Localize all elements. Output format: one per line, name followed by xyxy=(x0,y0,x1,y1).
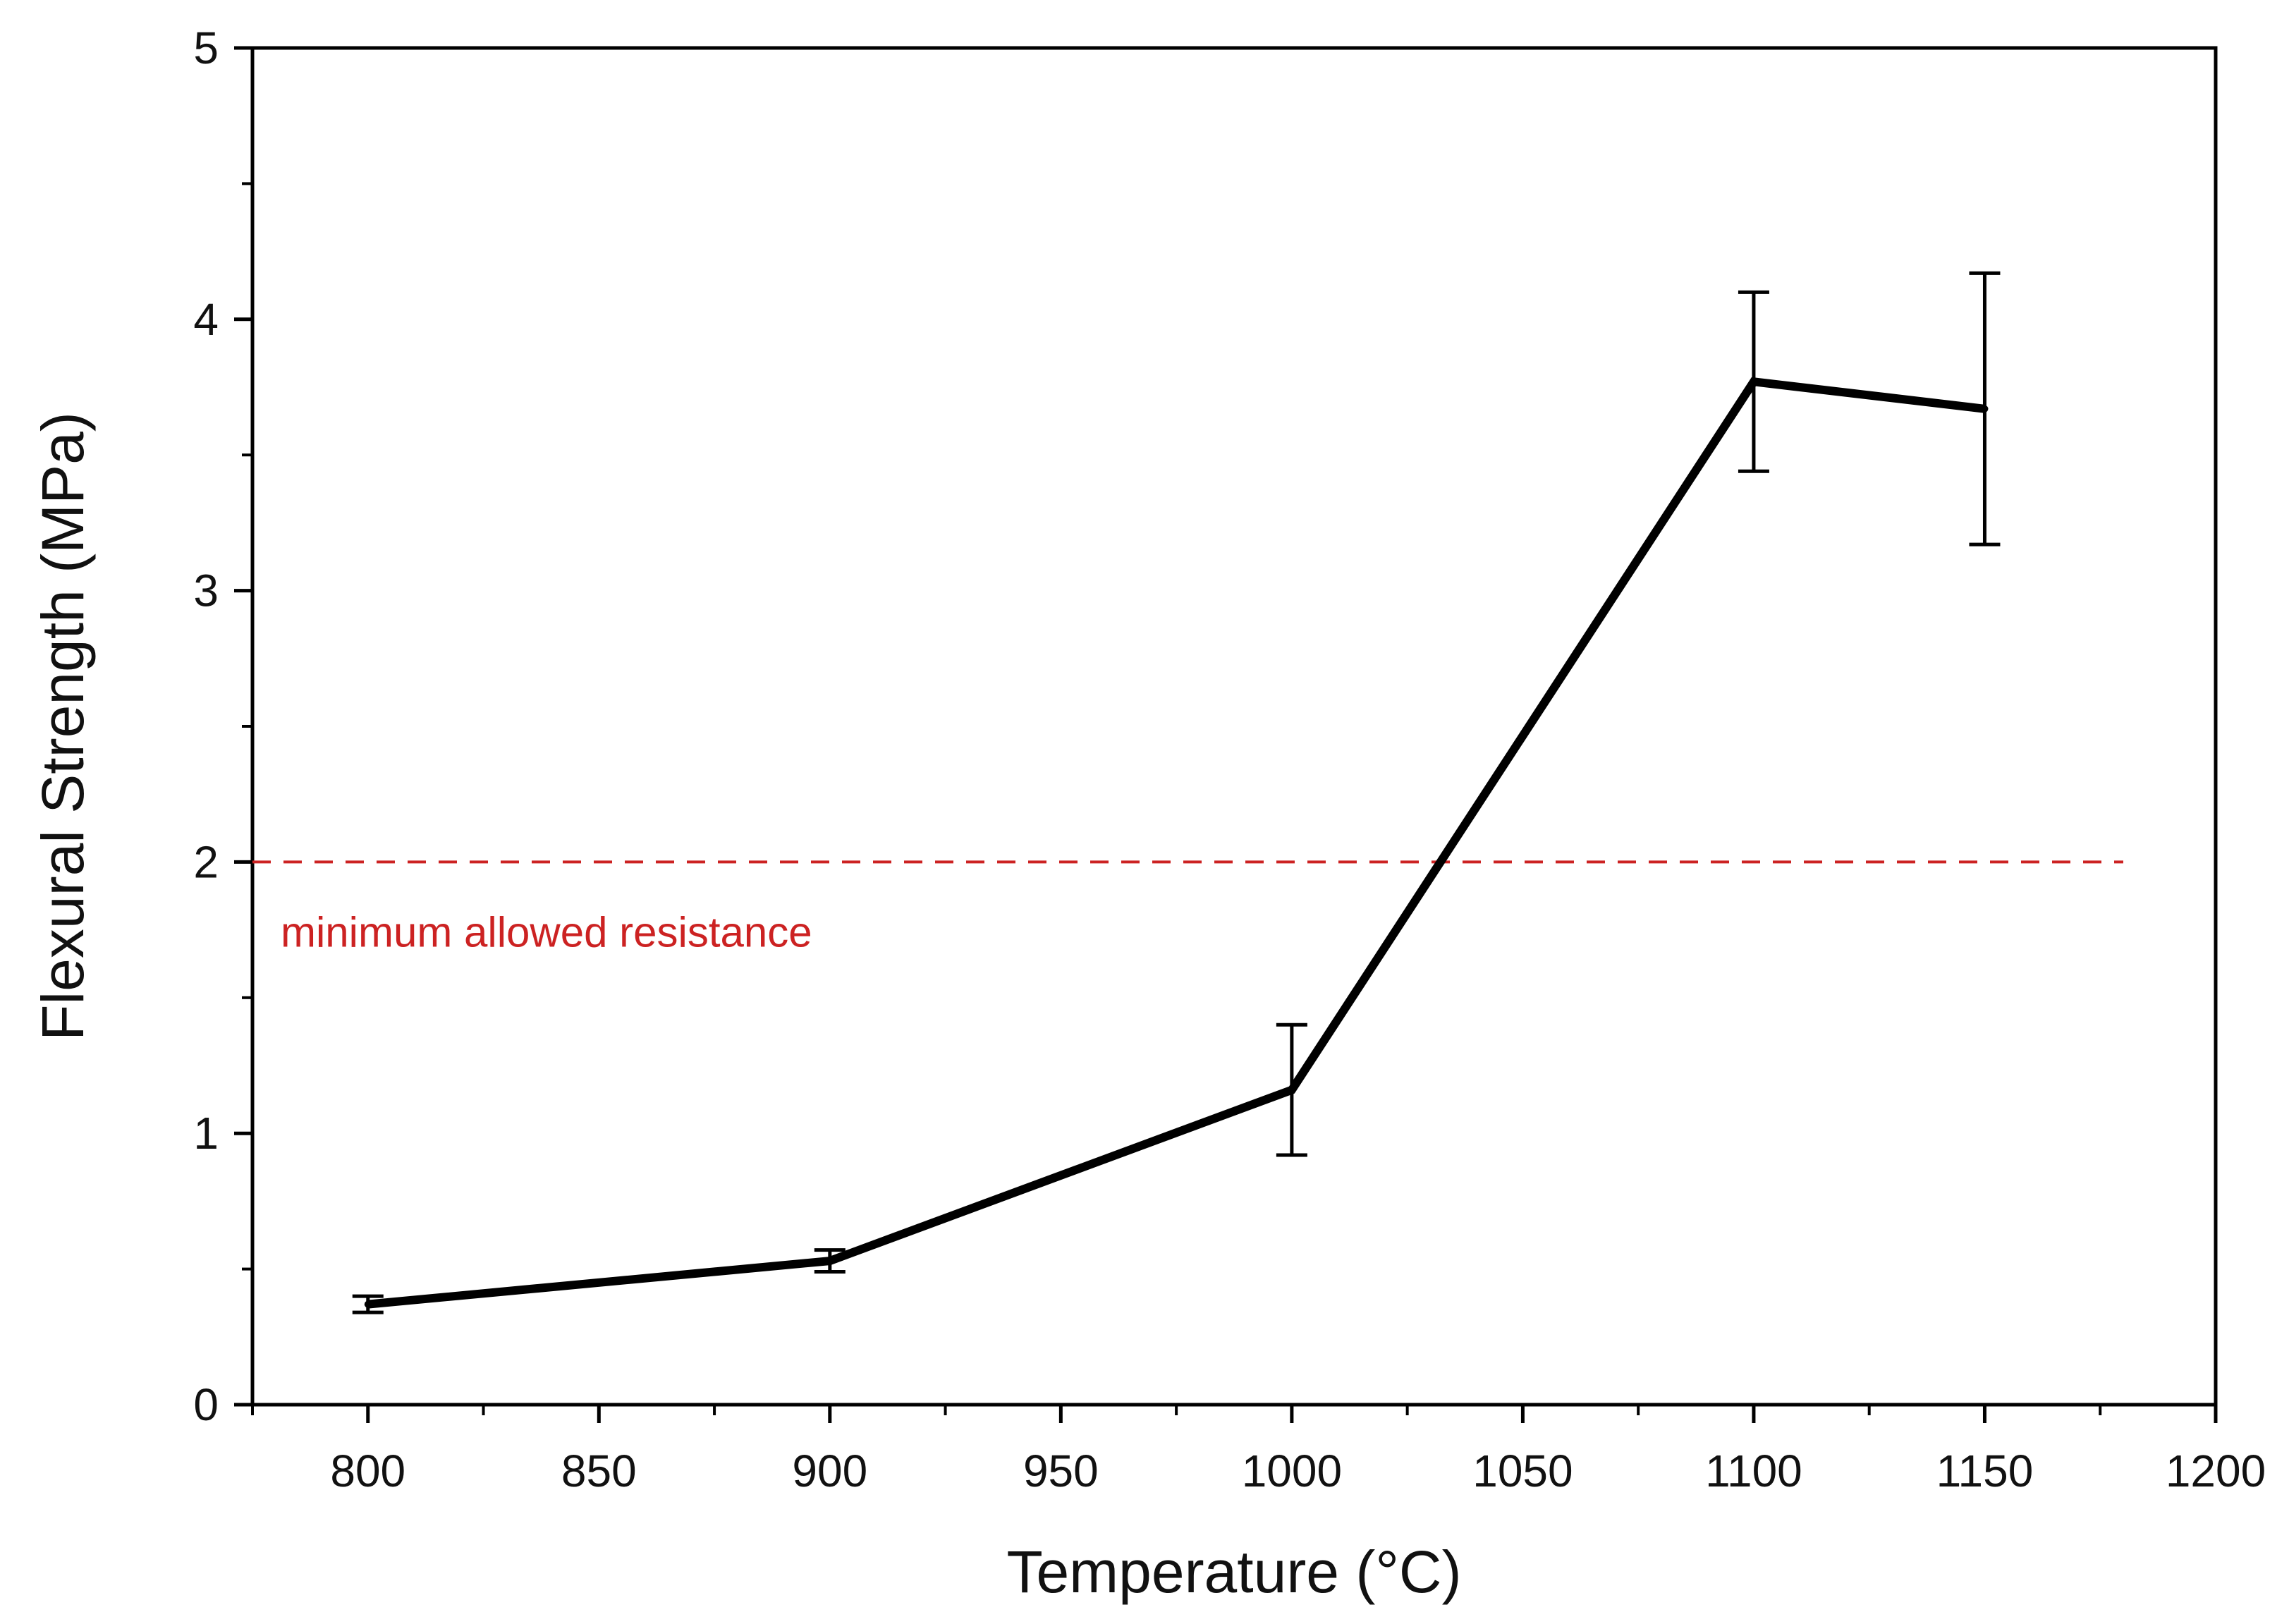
y-tick-label: 3 xyxy=(193,566,219,616)
y-tick-label: 0 xyxy=(193,1379,219,1430)
data-line xyxy=(367,377,1986,1309)
x-tick-label: 1050 xyxy=(1472,1446,1573,1496)
x-tick-label: 850 xyxy=(561,1446,637,1496)
axes: 800 850 900 950 1000 1050 1100 1150 1200 0 1 2 3 4 5 xyxy=(193,23,2266,1496)
x-tick-label: 1200 xyxy=(2166,1446,2266,1496)
x-tick-label: 900 xyxy=(792,1446,867,1496)
data-point xyxy=(826,1257,834,1265)
series-layer xyxy=(352,271,2001,1314)
reference-line-label: minimum allowed resistance xyxy=(281,908,812,956)
x-tick-label: 1100 xyxy=(1705,1446,1802,1496)
x-tick-label: 1150 xyxy=(1936,1446,2034,1496)
labels-layer: minimum allowed resistance Temperature (… xyxy=(30,412,1462,1605)
y-tick-label: 5 xyxy=(193,23,219,73)
y-axis-title: Flexural Strength (MPa) xyxy=(30,412,96,1041)
y-tick-label: 1 xyxy=(193,1108,219,1159)
y-tick-label: 4 xyxy=(193,294,219,345)
y-tick-label: 2 xyxy=(193,836,219,887)
x-tick-label: 1000 xyxy=(1242,1446,1342,1496)
data-point xyxy=(1288,1086,1295,1094)
data-point xyxy=(1981,405,1989,413)
data-point xyxy=(364,1300,372,1308)
data-point xyxy=(1750,378,1757,386)
plot-frame xyxy=(250,46,2218,1407)
x-tick-label: 950 xyxy=(1023,1446,1099,1496)
x-axis-title: Temperature (°C) xyxy=(1006,1539,1461,1605)
x-tick-label: 800 xyxy=(330,1446,405,1496)
